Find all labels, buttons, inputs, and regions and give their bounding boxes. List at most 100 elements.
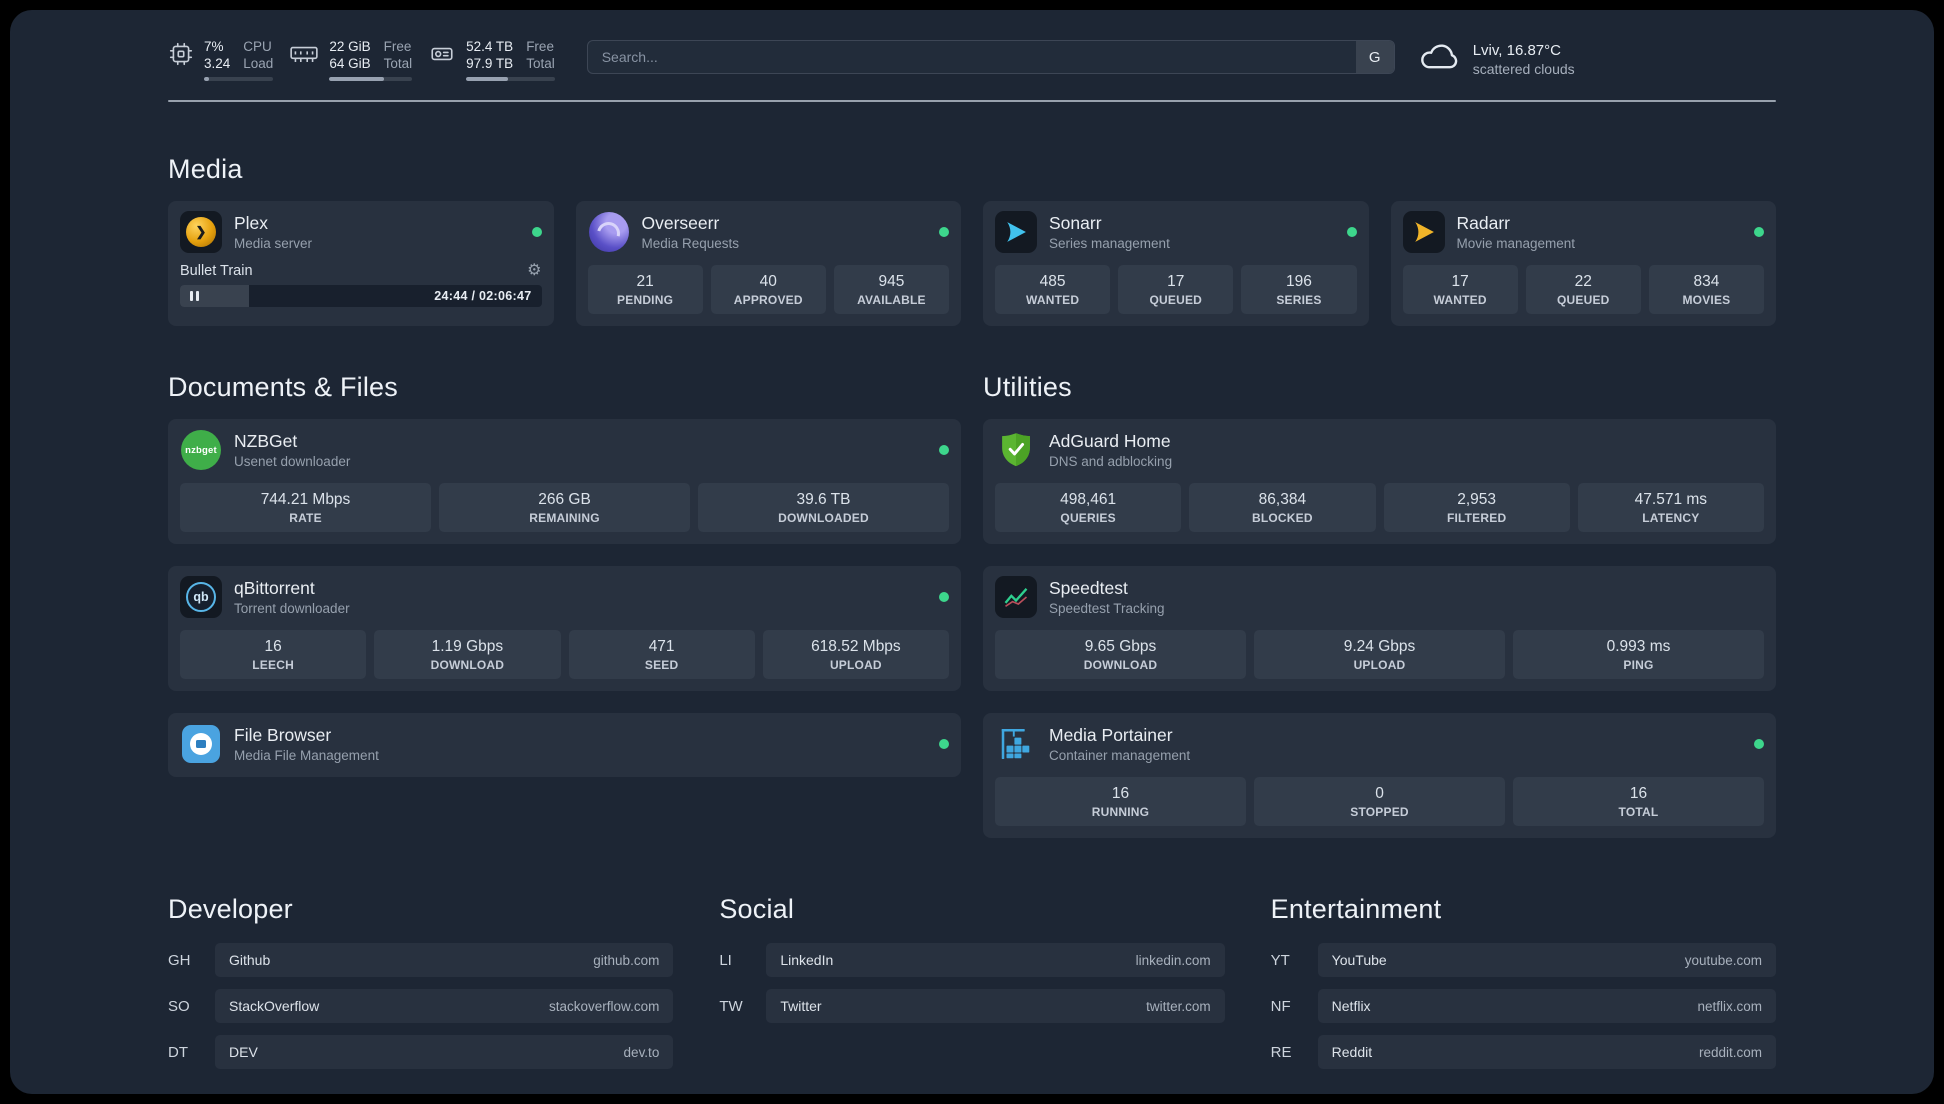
- stat-tile: 196 SERIES: [1241, 265, 1357, 314]
- stat-tile: 16 TOTAL: [1513, 777, 1764, 826]
- memory-progress-fill: [329, 77, 384, 81]
- service-description: Media Requests: [641, 235, 740, 251]
- bookmark-name: Reddit: [1331, 1044, 1373, 1060]
- bookmark-twitter[interactable]: TW Twitter twitter.com: [719, 989, 1225, 1023]
- bookmark-linkedin[interactable]: LI LinkedIn linkedin.com: [719, 943, 1225, 977]
- status-dot: [939, 739, 949, 749]
- service-description: Media server: [234, 235, 313, 251]
- bookmark-stackoverflow[interactable]: SO StackOverflow stackoverflow.com: [168, 989, 674, 1023]
- stat-label: MOVIES: [1682, 293, 1731, 307]
- stat-label: WANTED: [1433, 293, 1487, 307]
- service-description: Series management: [1049, 235, 1170, 251]
- status-dot: [1754, 227, 1764, 237]
- bookmark-github[interactable]: GH Github github.com: [168, 943, 674, 977]
- stat-tile: 0 STOPPED: [1254, 777, 1505, 826]
- radarr-icon: [1402, 211, 1445, 253]
- player-progress-fill: [180, 285, 249, 307]
- section-title-utilities: Utilities: [983, 372, 1072, 402]
- service-card-sonarr: Sonarr Series management 485 WANTED 17 Q…: [983, 201, 1369, 326]
- stat-tile: 16 RUNNING: [995, 777, 1246, 826]
- stat-value: 196: [1285, 273, 1312, 290]
- section-title-social: Social: [719, 894, 795, 924]
- service-link-filebrowser[interactable]: File Browser Media File Management: [180, 723, 949, 765]
- service-link-overseerr[interactable]: Overseerr Media Requests: [588, 211, 949, 253]
- player-progress[interactable]: 24:44 / 02:06:47: [180, 285, 542, 307]
- stat-value: 485: [1039, 273, 1066, 290]
- stat-label: DOWNLOAD: [430, 658, 505, 672]
- stat-value: 0: [1375, 785, 1384, 802]
- stat-label: LATENCY: [1642, 511, 1700, 525]
- bookmark-name: DEV: [229, 1044, 258, 1060]
- bookmark-domain: dev.to: [623, 1044, 660, 1060]
- service-link-speedtest[interactable]: Speedtest Speedtest Tracking: [995, 576, 1764, 618]
- disk-total-label: Total: [526, 56, 555, 71]
- memory-total-label: Total: [383, 56, 413, 71]
- disk-widget: 52.4 TB 97.9 TB Free Total: [428, 38, 555, 81]
- bookmark-reddit[interactable]: RE Reddit reddit.com: [1271, 1035, 1776, 1069]
- bookmark-youtube[interactable]: YT YouTube youtube.com: [1271, 943, 1776, 977]
- service-link-nzbget[interactable]: nzbget NZBGet Usenet downloader: [180, 429, 949, 471]
- adguard-icon: [995, 429, 1037, 471]
- bookmark-netflix[interactable]: NF Netflix netflix.com: [1271, 989, 1776, 1023]
- stat-value: 16: [1629, 785, 1648, 802]
- topbar: 7% 3.24 CPU Load: [168, 38, 1776, 84]
- service-link-plex[interactable]: ❯ Plex Media server: [180, 211, 542, 253]
- memory-icon: [289, 41, 319, 72]
- stat-tile: 618.52 Mbps UPLOAD: [762, 630, 949, 679]
- search-input[interactable]: [586, 40, 1395, 74]
- stat-tile: 0.993 ms PING: [1513, 630, 1764, 679]
- bookmark-domain: youtube.com: [1684, 952, 1762, 968]
- stat-label: RUNNING: [1091, 805, 1150, 819]
- portainer-icon: [995, 723, 1037, 765]
- cpu-icon: [168, 41, 194, 72]
- service-link-adguard[interactable]: AdGuard Home DNS and adblocking: [995, 429, 1764, 471]
- bookmark-domain: linkedin.com: [1135, 952, 1211, 968]
- service-card-nzbget: nzbget NZBGet Usenet downloader 744.21 M…: [168, 419, 961, 544]
- service-link-portainer[interactable]: Media Portainer Container management: [995, 723, 1764, 765]
- bookmark-dev[interactable]: DT DEV dev.to: [168, 1035, 674, 1069]
- bookmark-group-developer: Developer GH Github github.com SO StackO…: [168, 894, 674, 1081]
- service-link-radarr[interactable]: Radarr Movie management: [1402, 211, 1764, 253]
- service-name: Speedtest: [1049, 577, 1128, 598]
- status-dot: [939, 445, 949, 455]
- service-card-speedtest: Speedtest Speedtest Tracking 9.65 Gbps D…: [983, 566, 1776, 691]
- stat-value: 21: [636, 273, 654, 290]
- stat-label: RATE: [289, 511, 322, 525]
- weather-condition: scattered clouds: [1472, 60, 1575, 77]
- disk-icon: [428, 41, 456, 72]
- bookmark-name: Github: [229, 952, 271, 968]
- bookmark-name: LinkedIn: [780, 952, 834, 968]
- dashboard: 7% 3.24 CPU Load: [10, 10, 1934, 1094]
- bookmark-domain: stackoverflow.com: [549, 998, 660, 1014]
- service-link-sonarr[interactable]: Sonarr Series management: [995, 211, 1357, 253]
- status-dot: [531, 227, 542, 237]
- stat-value: 16: [1111, 785, 1130, 802]
- stat-value: 744.21 Mbps: [260, 491, 351, 508]
- stat-tile: 16 LEECH: [180, 630, 367, 679]
- service-description: Speedtest Tracking: [1049, 600, 1165, 616]
- stat-value: 16: [264, 638, 282, 655]
- stat-tile: 1.19 Gbps DOWNLOAD: [374, 630, 561, 679]
- pause-icon[interactable]: [180, 291, 209, 301]
- service-link-qbittorrent[interactable]: qb qBittorrent Torrent downloader: [180, 576, 949, 618]
- stat-label: QUERIES: [1060, 511, 1116, 525]
- now-playing-title: Bullet Train: [180, 263, 253, 279]
- service-description: Usenet downloader: [234, 453, 351, 469]
- service-card-filebrowser: File Browser Media File Management: [168, 713, 961, 777]
- stat-label: UPLOAD: [829, 658, 882, 672]
- stat-value: 498,461: [1060, 491, 1117, 508]
- documents-group: Documents & Files nzbget NZBGet Usenet d…: [168, 372, 961, 838]
- filebrowser-icon: [180, 723, 222, 765]
- gear-icon[interactable]: ⚙: [527, 262, 542, 279]
- search-provider-button[interactable]: G: [1355, 41, 1394, 73]
- disk-total-value: 97.9 TB: [466, 56, 514, 71]
- stat-tile: 2,953 FILTERED: [1383, 483, 1570, 532]
- service-description: Torrent downloader: [234, 600, 350, 616]
- bookmark-group-entertainment: Entertainment YT YouTube youtube.com NF …: [1271, 894, 1776, 1081]
- bookmark-name: YouTube: [1331, 952, 1387, 968]
- stat-value: 834: [1693, 273, 1720, 290]
- stat-value: 86,384: [1258, 491, 1307, 508]
- cpu-progress-bar: [204, 77, 274, 81]
- cpu-widget: 7% 3.24 CPU Load: [168, 38, 274, 81]
- stat-value: 22: [1574, 273, 1592, 290]
